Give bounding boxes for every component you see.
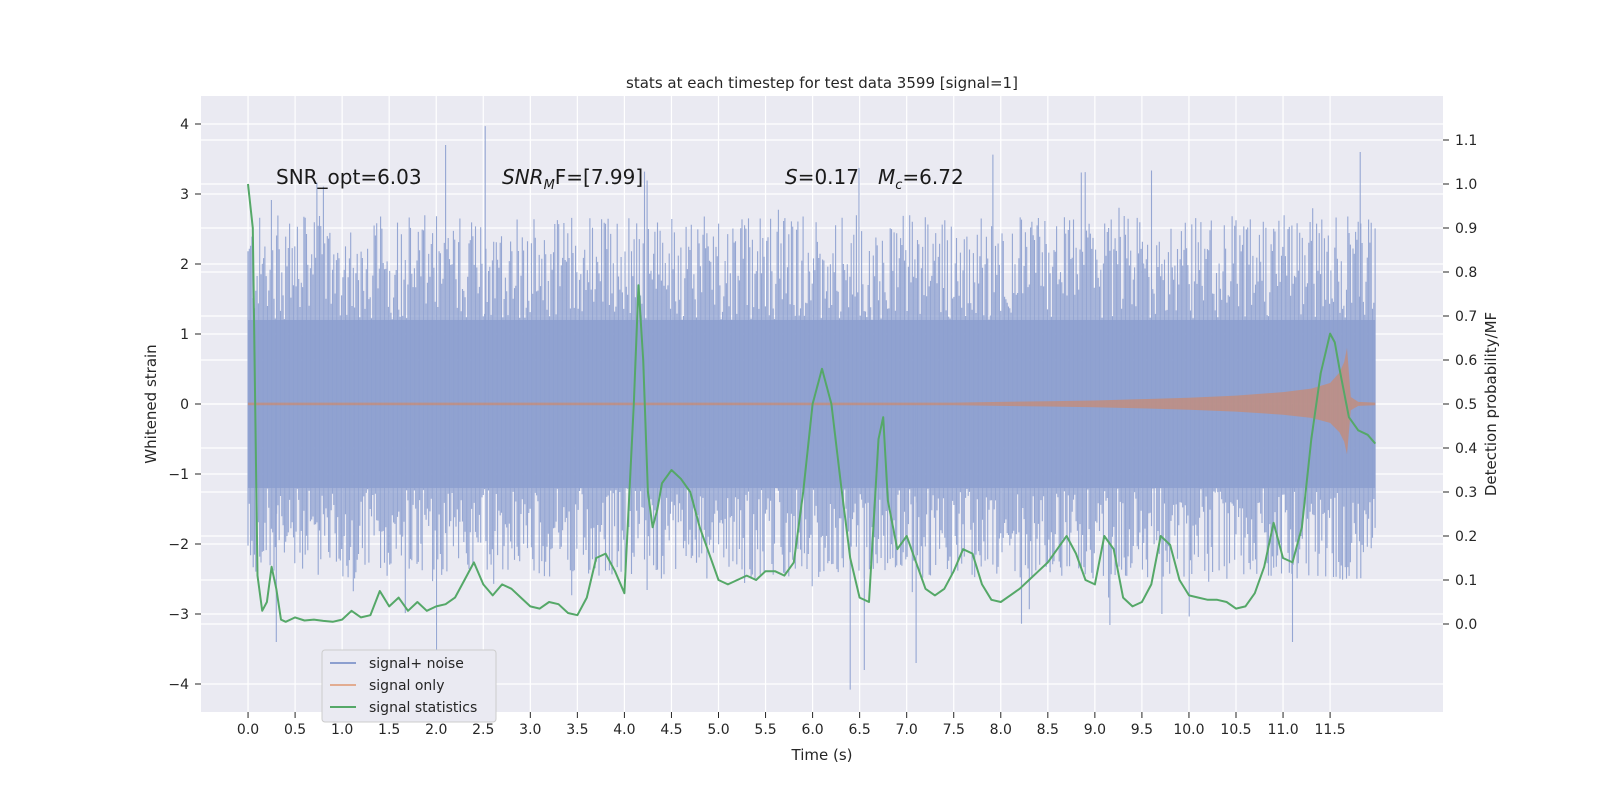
x-tick-label: 9.5 (1131, 722, 1153, 738)
y-axis-label-left: Whitened strain (142, 344, 160, 463)
y-right-tick-label: 0.3 (1455, 485, 1477, 501)
noise-strain-trace (247, 126, 1376, 690)
y-left-tick-label: 0 (180, 397, 189, 413)
y-left-tick-label: 3 (180, 187, 189, 203)
annotation-snr-mf-sub: M (544, 178, 555, 193)
x-tick-label: 0.5 (284, 722, 306, 738)
annotation-mc-var: M (878, 165, 895, 189)
annotation-s-var: S (785, 165, 798, 189)
y-right-tick-label: 1.1 (1455, 133, 1477, 149)
y-left-tick-label: −3 (168, 607, 189, 623)
x-tick-label: 4.5 (660, 722, 682, 738)
x-tick-label: 7.0 (896, 722, 918, 738)
x-tick-label: 11.0 (1267, 722, 1298, 738)
ticks: 0.0 0.5 1.0 1.5 2.0 2.5 3.0 3.5 4.0 4.5 5.0 5.5 6.0 6… (168, 117, 1477, 738)
legend-label-signal-only: signal only (369, 678, 444, 694)
x-tick-label: 10.5 (1220, 722, 1251, 738)
chart-title: stats at each timestep for test data 359… (626, 74, 1018, 92)
x-tick-label: 2.5 (472, 722, 494, 738)
annotation-snr-mf: SNRMF=[7.99] (502, 165, 643, 193)
x-tick-label: 4.0 (613, 722, 635, 738)
x-tick-label: 5.0 (707, 722, 729, 738)
y-right-tick-label: 1.0 (1455, 177, 1477, 193)
annotation-s: S=0.17 (785, 165, 859, 189)
signal-statistics-series (247, 183, 1377, 623)
x-tick-label: 8.0 (990, 722, 1012, 738)
annotation-s-rest: =0.17 (798, 165, 859, 189)
x-tick-label: 11.5 (1315, 722, 1346, 738)
annotation-mc: Mc=6.72 (878, 165, 964, 193)
y-axis-label-right: Detection probability/MF (1482, 312, 1500, 496)
x-tick-label: 6.0 (801, 722, 823, 738)
x-tick-label: 3.5 (566, 722, 588, 738)
y-right-tick-label: 0.6 (1455, 353, 1477, 369)
annotation-snr-opt: SNR_opt=6.03 (276, 165, 422, 189)
x-tick-label: 1.5 (378, 722, 400, 738)
y-right-tick-label: 0.8 (1455, 265, 1477, 281)
signal-envelope (248, 348, 1376, 455)
signal-only-series (248, 348, 1376, 455)
annotation-snr-mf-base: SNR (502, 165, 544, 189)
x-tick-label: 0.0 (237, 722, 259, 738)
signal-statistics-line (247, 183, 1377, 623)
x-tick-label: 7.5 (943, 722, 965, 738)
y-right-tick-label: 0.4 (1455, 441, 1477, 457)
y-right-tick-label: 0.7 (1455, 309, 1477, 325)
x-tick-label: 9.0 (1084, 722, 1106, 738)
annotation-mc-rest: =6.72 (902, 165, 963, 189)
y-left-tick-label: 1 (180, 327, 189, 343)
x-tick-label: 10.0 (1173, 722, 1204, 738)
legend-label-signal-noise: signal+ noise (369, 656, 464, 672)
x-tick-label: 2.0 (425, 722, 447, 738)
y-left-tick-label: −4 (168, 677, 189, 693)
y-left-tick-label: 2 (180, 257, 189, 273)
annotation-mc-sub: c (895, 178, 902, 193)
x-axis-label: Time (s) (791, 746, 853, 764)
y-right-tick-label: 0.5 (1455, 397, 1477, 413)
x-tick-label: 1.0 (331, 722, 353, 738)
y-right-tick-label: 0.2 (1455, 529, 1477, 545)
legend-label-signal-statistics: signal statistics (369, 700, 477, 716)
legend-box (321, 649, 497, 723)
y-right-tick-label: 0.0 (1455, 617, 1477, 633)
y-left-tick-label: 4 (180, 117, 189, 133)
legend: signal+ noise signal only signal statist… (321, 649, 497, 723)
y-left-tick-label: −2 (168, 537, 189, 553)
x-tick-label: 3.0 (519, 722, 541, 738)
y-left-tick-label: −1 (168, 467, 189, 483)
y-right-tick-label: 0.9 (1455, 221, 1477, 237)
x-tick-label: 5.5 (754, 722, 776, 738)
x-tick-label: 8.5 (1037, 722, 1059, 738)
y-right-tick-label: 0.1 (1455, 573, 1477, 589)
x-tick-label: 6.5 (849, 722, 871, 738)
annotation-snr-mf-rest: F=[7.99] (555, 165, 643, 189)
